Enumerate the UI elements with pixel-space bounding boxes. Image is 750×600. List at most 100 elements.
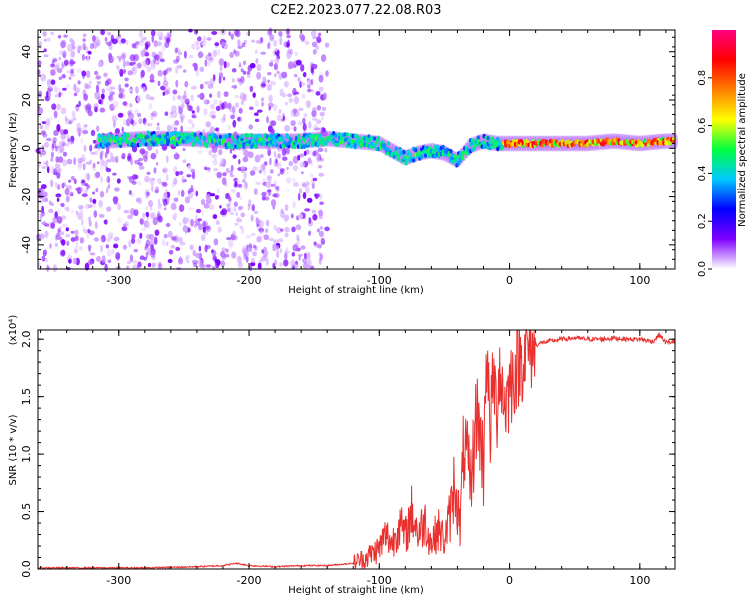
noise-cell	[83, 188, 88, 194]
noise-cell	[92, 139, 97, 144]
noise-cell	[127, 110, 131, 116]
noise-cell	[79, 237, 85, 244]
noise-cell	[111, 248, 115, 255]
noise-cell	[50, 69, 56, 76]
ridge-cell	[105, 137, 109, 142]
ridge-cell	[414, 148, 418, 153]
ridge-cell	[488, 140, 492, 145]
ridge-cell	[318, 133, 322, 139]
noise-cell	[249, 106, 254, 110]
noise-cell	[273, 224, 277, 231]
noise-cell	[113, 243, 119, 249]
noise-cell	[116, 65, 120, 72]
noise-cell	[162, 91, 166, 96]
ridge-cell	[253, 144, 258, 149]
noise-cell	[48, 85, 54, 89]
noise-cell	[237, 116, 241, 122]
ridge-cell	[138, 142, 142, 148]
noise-cell	[121, 53, 126, 61]
ridge-cell	[171, 135, 176, 141]
noise-cell	[118, 92, 123, 99]
noise-cell	[65, 118, 71, 125]
noise-cell	[107, 32, 111, 36]
noise-cell	[79, 157, 86, 162]
noise-cell	[228, 200, 232, 206]
noise-cell	[150, 112, 156, 117]
noise-cell	[187, 164, 192, 171]
noise-cell	[239, 196, 242, 201]
noise-cell	[178, 170, 184, 175]
noise-cell	[72, 257, 77, 265]
noise-cell	[276, 226, 282, 234]
noise-cell	[54, 211, 58, 219]
noise-cell	[195, 214, 198, 223]
noise-cell	[93, 210, 98, 218]
snr-panel: -300 -200 -100 0 100 0.0 0.5 1.0 1.5 2.0 Height …	[8, 315, 676, 596]
noise-cell	[136, 237, 142, 245]
noise-cell	[272, 103, 278, 112]
noise-cell	[193, 262, 198, 267]
noise-cell	[61, 249, 66, 256]
noise-cell	[142, 86, 146, 93]
noise-cell	[292, 165, 298, 172]
ridge-cell	[121, 135, 125, 140]
noise-cell	[74, 235, 79, 242]
noise-cell	[92, 35, 96, 42]
noise-cell	[172, 110, 178, 119]
noise-cell	[250, 232, 256, 237]
ridge-cell	[500, 146, 504, 151]
noise-cell	[148, 96, 155, 101]
noise-cell	[274, 47, 278, 52]
noise-cell	[167, 230, 173, 238]
noise-cell	[105, 244, 109, 249]
noise-cell	[200, 40, 207, 47]
noise-cell	[66, 158, 73, 165]
noise-cell	[204, 59, 208, 67]
noise-cell	[263, 167, 266, 176]
ridge-cell	[298, 139, 303, 144]
colorbar-tick-label: 0.0	[697, 261, 708, 277]
noise-cell	[303, 112, 308, 118]
noise-cell	[98, 99, 102, 105]
noise-cell	[130, 119, 134, 125]
noise-cell	[245, 255, 249, 263]
noise-cell	[167, 258, 173, 264]
noise-cell	[105, 187, 109, 194]
noise-cell	[269, 183, 276, 187]
noise-cell	[61, 215, 67, 220]
ridge-cell	[412, 158, 416, 163]
ridge-cell	[353, 142, 357, 148]
noise-cell	[113, 200, 118, 205]
colorbar-label: Normalized spectral amplitude	[737, 73, 748, 227]
noise-cell	[104, 36, 108, 45]
ridge-cell	[109, 138, 113, 144]
ridge-cell	[261, 141, 265, 146]
noise-cell	[60, 133, 66, 140]
ridge-cell	[97, 137, 101, 143]
noise-cell	[254, 245, 258, 251]
noise-cell	[318, 165, 323, 169]
noise-cell	[267, 42, 271, 50]
noise-cell	[191, 43, 196, 50]
noise-cell	[81, 193, 88, 198]
noise-cell	[161, 45, 166, 52]
noise-cell	[111, 115, 118, 122]
noise-cell	[236, 218, 243, 223]
noise-cell	[99, 107, 106, 113]
noise-cell	[118, 83, 122, 92]
noise-cell	[140, 49, 146, 58]
noise-cell	[51, 140, 57, 149]
noise-cell	[188, 188, 194, 193]
noise-cell	[284, 232, 289, 238]
spectrogram-noise-cells	[35, 27, 330, 273]
noise-cell	[42, 31, 47, 37]
noise-cell	[100, 93, 105, 100]
noise-cell	[67, 43, 73, 52]
noise-cell	[285, 177, 292, 184]
noise-cell	[81, 218, 84, 226]
noise-cell	[106, 175, 111, 184]
noise-cell	[70, 237, 76, 242]
noise-cell	[214, 258, 218, 264]
noise-cell	[281, 147, 287, 156]
noise-cell	[42, 249, 47, 257]
